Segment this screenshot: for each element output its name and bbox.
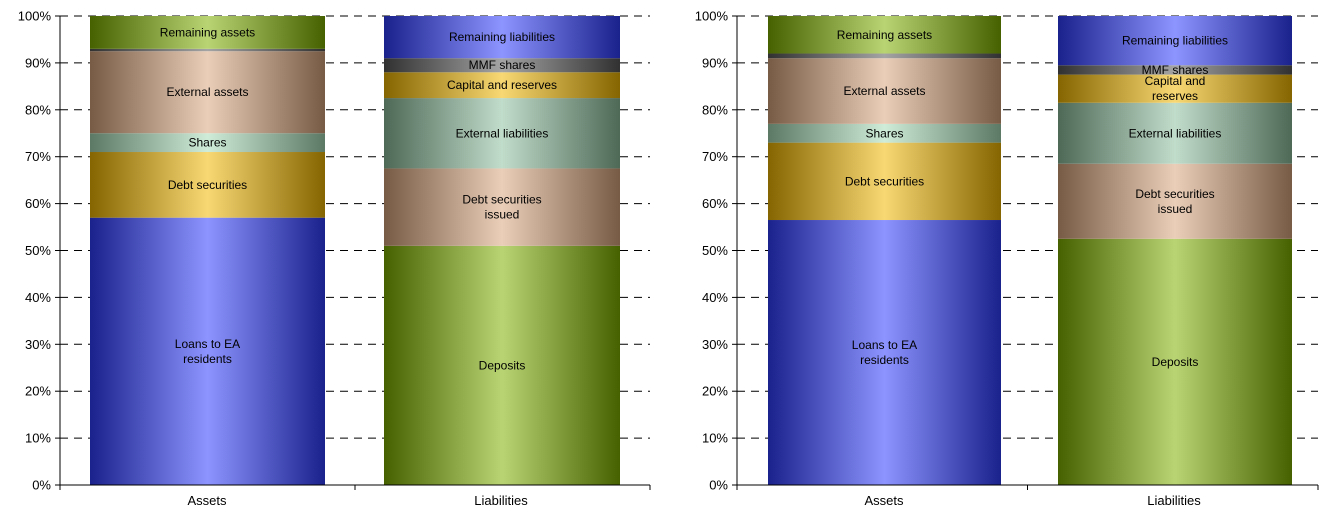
y-tick-label: 100% (18, 9, 52, 24)
segment-label: Shares (188, 136, 226, 150)
x-category-label: Assets (187, 493, 227, 508)
bar-segment (90, 133, 325, 153)
bar-segment (768, 58, 1001, 124)
segment-label: Deposits (1152, 355, 1199, 369)
y-tick-label: 20% (702, 384, 728, 399)
y-tick-label: 10% (25, 431, 51, 446)
x-category-label: Assets (864, 493, 904, 508)
y-tick-label: 10% (702, 431, 728, 446)
y-tick-label: 70% (702, 149, 728, 164)
segment-label: Remaining assets (160, 25, 255, 39)
segment-label: Debt securities (845, 174, 924, 188)
bar-segment (1058, 65, 1292, 75)
bar-segment (90, 217, 325, 486)
segment-label: Shares (865, 126, 903, 140)
y-tick-label: 60% (25, 196, 51, 211)
bar-segment (768, 16, 1001, 54)
bar-segment (384, 58, 620, 73)
segment-label: Capital and reserves (447, 78, 557, 92)
y-tick-label: 30% (702, 337, 728, 352)
bar-segment (384, 168, 620, 246)
bar-segment (90, 16, 325, 49)
bar-segment (384, 245, 620, 485)
segment-label: residents (860, 353, 909, 367)
y-tick-label: 30% (25, 337, 51, 352)
chart-right: 0% 10% 20% 30% 40% 50% 60% 70% 80% 90% 100% Loans t… (695, 9, 1319, 508)
y-tick-label: 50% (702, 243, 728, 258)
segment-label: Debt securities (168, 178, 247, 192)
y-tick-label: 50% (25, 243, 51, 258)
bar-segment (1058, 238, 1292, 485)
y-tick-label: 40% (702, 290, 728, 305)
segment-label: reserves (1152, 89, 1198, 103)
y-tick-label: 70% (25, 149, 51, 164)
bar-segment (384, 72, 620, 99)
bar-segment (768, 220, 1001, 485)
bar-segment (1058, 16, 1292, 66)
segment-label: residents (183, 352, 232, 366)
y-tick-label: 90% (702, 55, 728, 70)
y-tick-label: 80% (25, 102, 51, 117)
segment-label: External assets (843, 84, 925, 98)
y-tick-label: 40% (25, 290, 51, 305)
segment-label: Loans to EA (175, 337, 240, 351)
bar-segment (768, 53, 1001, 59)
y-tick-label: 90% (25, 55, 51, 70)
y-tick-label: 60% (702, 196, 728, 211)
bar-segment (90, 48, 325, 52)
bar-segment (1058, 102, 1292, 164)
bar-segment (768, 142, 1001, 221)
segment-label: issued (485, 208, 520, 222)
bar-segment (90, 51, 325, 134)
bar-segment (1058, 163, 1292, 239)
segment-label: Loans to EA (852, 338, 917, 352)
bar-segment (1058, 74, 1292, 103)
chart-left: 0% 10% 20% 30% 40% 50% 60% 70% 80% 90% 100% Loans t… (18, 9, 651, 508)
segment-label: Deposits (479, 358, 526, 372)
segment-label: Capital and (1145, 74, 1206, 88)
y-tick-label: 80% (702, 102, 728, 117)
x-category-label: Liabilities (1147, 493, 1201, 508)
segment-label: Remaining liabilities (449, 30, 555, 44)
bar-segment (384, 16, 620, 59)
segment-label: External liabilities (456, 126, 549, 140)
segment-label: External assets (166, 85, 248, 99)
bar-segment (384, 98, 620, 169)
segment-label: MMF shares (1142, 63, 1209, 77)
x-category-label: Liabilities (474, 493, 528, 508)
segment-label: Remaining liabilities (1122, 34, 1228, 48)
segment-label: Debt securities (1135, 187, 1214, 201)
segment-label: Remaining assets (837, 28, 932, 42)
y-tick-label: 0% (709, 478, 728, 493)
segment-label: External liabilities (1129, 126, 1222, 140)
bar-segment (90, 152, 325, 218)
segment-label: Debt securities (462, 193, 541, 207)
segment-label: issued (1158, 202, 1193, 216)
bar-segment (768, 123, 1001, 143)
y-tick-label: 20% (25, 384, 51, 399)
y-tick-label: 100% (695, 9, 729, 24)
y-tick-label: 0% (32, 478, 51, 493)
segment-label: MMF shares (469, 58, 536, 72)
